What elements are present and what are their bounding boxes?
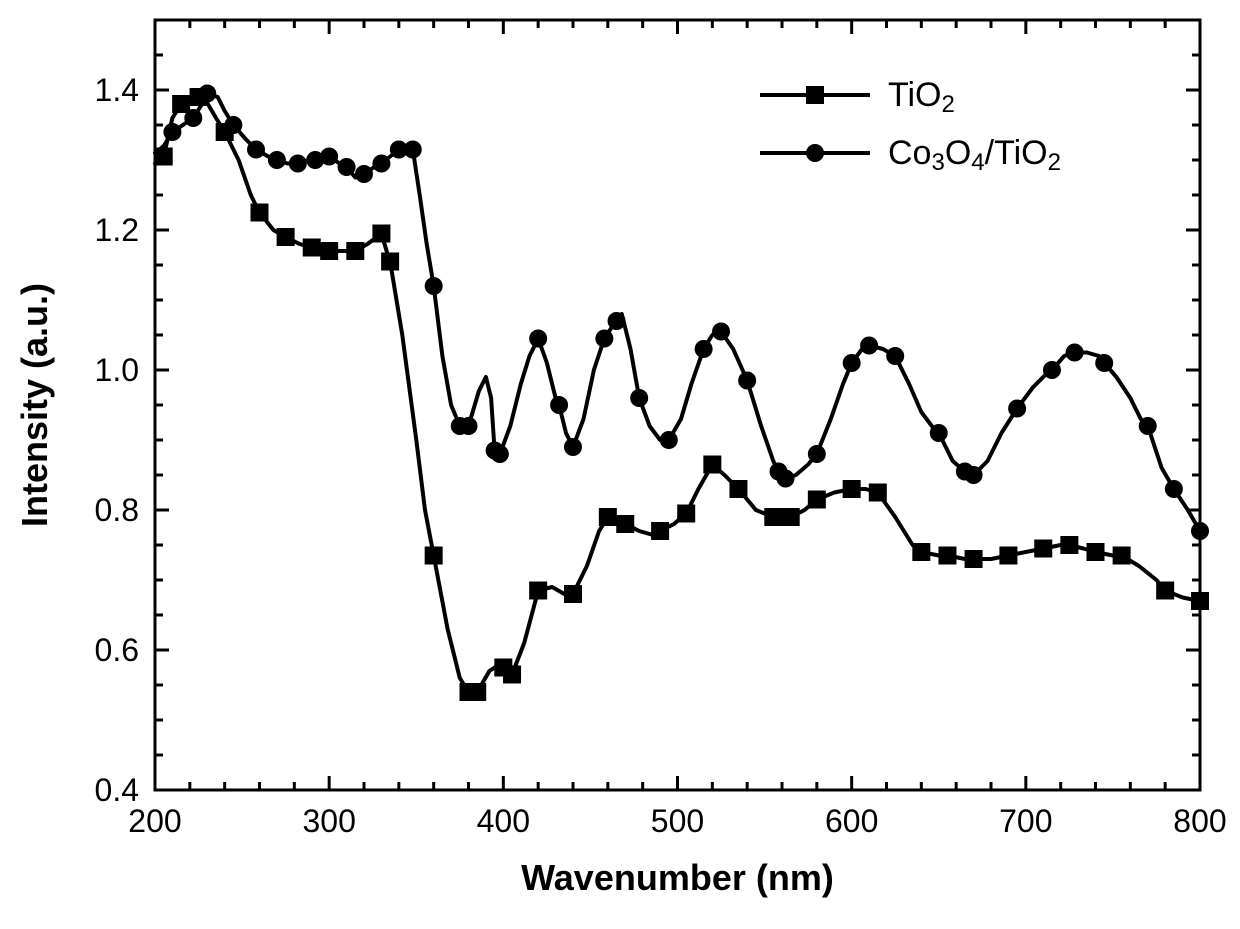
svg-text:400: 400 (477, 803, 530, 839)
svg-text:1.4: 1.4 (95, 72, 139, 108)
y-axis-label: Intensity (a.u.) (14, 283, 55, 527)
spectrum-chart: 200 300 400 500 600 700 800 0.4 0.6 0.8 1.0 1.2 1.4 W… (0, 0, 1240, 929)
svg-text:500: 500 (651, 803, 704, 839)
chart-svg: 200 300 400 500 600 700 800 0.4 0.6 0.8 1.0 1.2 1.4 W… (0, 0, 1240, 929)
svg-text:800: 800 (1173, 803, 1226, 839)
svg-text:600: 600 (825, 803, 878, 839)
svg-text:1.0: 1.0 (95, 352, 139, 388)
svg-text:0.8: 0.8 (95, 492, 139, 528)
x-axis-label: Wavenumber (nm) (521, 857, 834, 898)
svg-text:700: 700 (999, 803, 1052, 839)
svg-text:1.2: 1.2 (95, 212, 139, 248)
svg-text:300: 300 (302, 803, 355, 839)
svg-text:0.4: 0.4 (95, 772, 139, 808)
svg-text:0.6: 0.6 (95, 632, 139, 668)
svg-text:200: 200 (128, 803, 181, 839)
